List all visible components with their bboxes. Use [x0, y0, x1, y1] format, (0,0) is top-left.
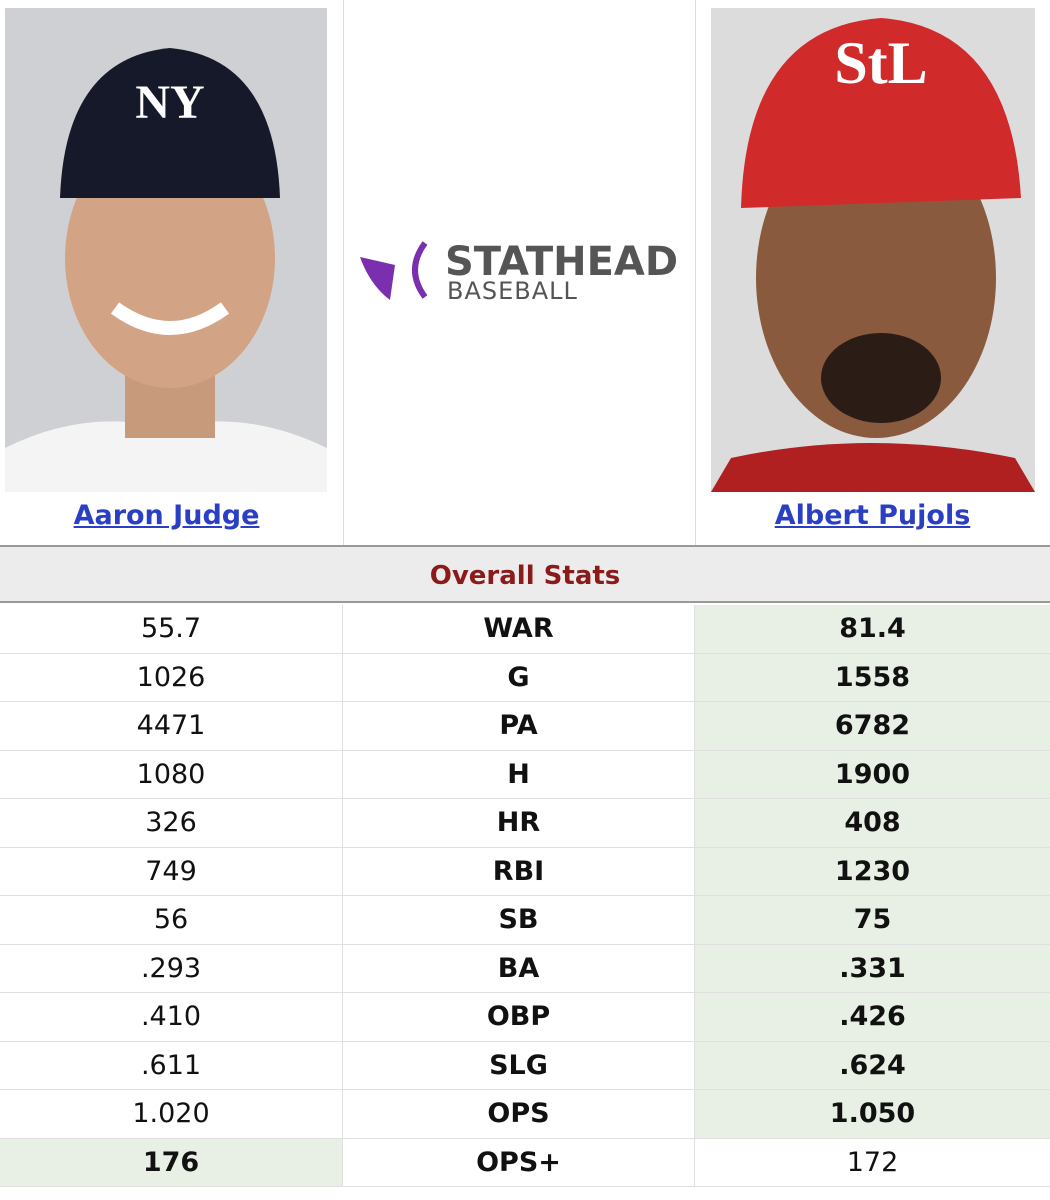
logo: STATHEAD BASEBALL — [360, 239, 678, 305]
logo-title: STATHEAD — [445, 239, 678, 285]
stat-row: 1026 G 1558 — [0, 653, 1050, 702]
right-value: .426 — [695, 993, 1050, 1041]
stat-row: 326 HR 408 — [0, 799, 1050, 848]
left-value: .293 — [0, 944, 343, 992]
left-value: 176 — [0, 1138, 343, 1186]
right-value: 75 — [695, 896, 1050, 944]
stat-name: H — [343, 750, 695, 798]
stat-name: G — [343, 653, 695, 701]
stat-row: 55.7 WAR 81.4 — [0, 605, 1050, 654]
stat-name: OPS+ — [343, 1138, 695, 1186]
right-value: 81.4 — [695, 605, 1050, 653]
svg-text:StL: StL — [834, 30, 927, 96]
stat-name: HR — [343, 799, 695, 847]
stat-name: RBI — [343, 847, 695, 895]
player-name[interactable]: Albert Pujols — [774, 500, 971, 531]
right-value: .331 — [695, 944, 1050, 992]
stat-row: 4471 PA 6782 — [0, 702, 1050, 751]
left-value: 55.7 — [0, 605, 343, 653]
left-value: 749 — [0, 847, 343, 895]
left-value: 1026 — [0, 653, 343, 701]
stat-row: 176 OPS+ 172 — [0, 1138, 1050, 1187]
player-photo: StL — [711, 8, 1035, 492]
left-value: 326 — [0, 799, 343, 847]
right-value: 1558 — [695, 653, 1050, 701]
right-value: 1900 — [695, 750, 1050, 798]
stat-row: 749 RBI 1230 — [0, 847, 1050, 896]
right-value: 172 — [846, 1146, 899, 1178]
right-value: 1.050 — [695, 1090, 1050, 1138]
right-value: 408 — [695, 799, 1050, 847]
stat-row: .410 OBP .426 — [0, 993, 1050, 1042]
stat-row: 1.020 OPS 1.050 — [0, 1090, 1050, 1139]
stat-name: SLG — [343, 1041, 695, 1089]
left-value: 56 — [0, 896, 343, 944]
stat-row: 56 SB 75 — [0, 896, 1050, 945]
svg-text:NY: NY — [135, 76, 204, 129]
right-value: .624 — [695, 1041, 1050, 1089]
left-value: 1.020 — [0, 1090, 343, 1138]
stat-row: 1080 H 1900 — [0, 750, 1050, 799]
right-value: 1230 — [695, 847, 1050, 895]
stat-name: OPS — [343, 1090, 695, 1138]
player-photo: NY — [5, 8, 327, 492]
stat-name: SB — [343, 896, 695, 944]
stat-name: OBP — [343, 993, 695, 1041]
left-value: 1080 — [0, 750, 343, 798]
logo-subtitle: BASEBALL — [447, 277, 578, 305]
section-title: Overall Stats — [0, 545, 1050, 603]
stat-row: .293 BA .331 — [0, 944, 1050, 993]
player-name[interactable]: Aaron Judge — [73, 500, 260, 531]
left-value: .410 — [0, 993, 343, 1041]
left-value: 4471 — [0, 702, 343, 750]
stat-name: WAR — [343, 605, 695, 653]
right-value: 6782 — [695, 702, 1050, 750]
left-value: .611 — [0, 1041, 343, 1089]
stat-row: .611 SLG .624 — [0, 1041, 1050, 1090]
stat-name: PA — [343, 702, 695, 750]
stat-name: BA — [343, 944, 695, 992]
